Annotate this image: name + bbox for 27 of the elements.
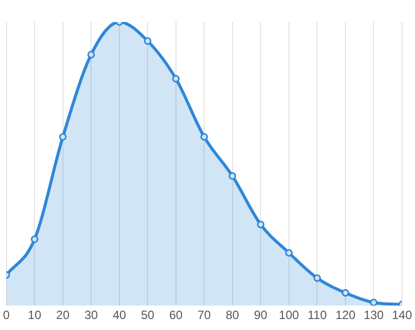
x-tick-label: 110 [308, 308, 328, 322]
x-tick-label: 70 [197, 308, 212, 322]
x-tick-label: 0 [2, 308, 10, 322]
point [256, 220, 264, 228]
point [370, 298, 378, 306]
x-tick-label: 130 [364, 308, 384, 322]
x-tick-label: 120 [335, 308, 356, 322]
point [172, 74, 180, 82]
point [30, 235, 38, 243]
point [200, 133, 208, 141]
x-tick-label: 40 [112, 308, 126, 322]
x-tick-label: 140 [392, 308, 412, 322]
point [87, 50, 95, 58]
point [228, 172, 236, 180]
x-tick-label: 100 [278, 308, 300, 322]
point [342, 289, 350, 297]
x-tick-label: 10 [28, 308, 42, 322]
x-tick-label: 50 [140, 308, 155, 322]
x-tick-label: 20 [56, 308, 70, 322]
point [313, 274, 321, 282]
x-tick-label: 90 [254, 308, 268, 322]
point [285, 249, 293, 257]
x-tick-label: 60 [169, 308, 183, 322]
x-tick-label: 80 [226, 308, 240, 322]
x-tick-label: 30 [84, 308, 98, 322]
point [144, 37, 152, 45]
point [59, 133, 67, 141]
